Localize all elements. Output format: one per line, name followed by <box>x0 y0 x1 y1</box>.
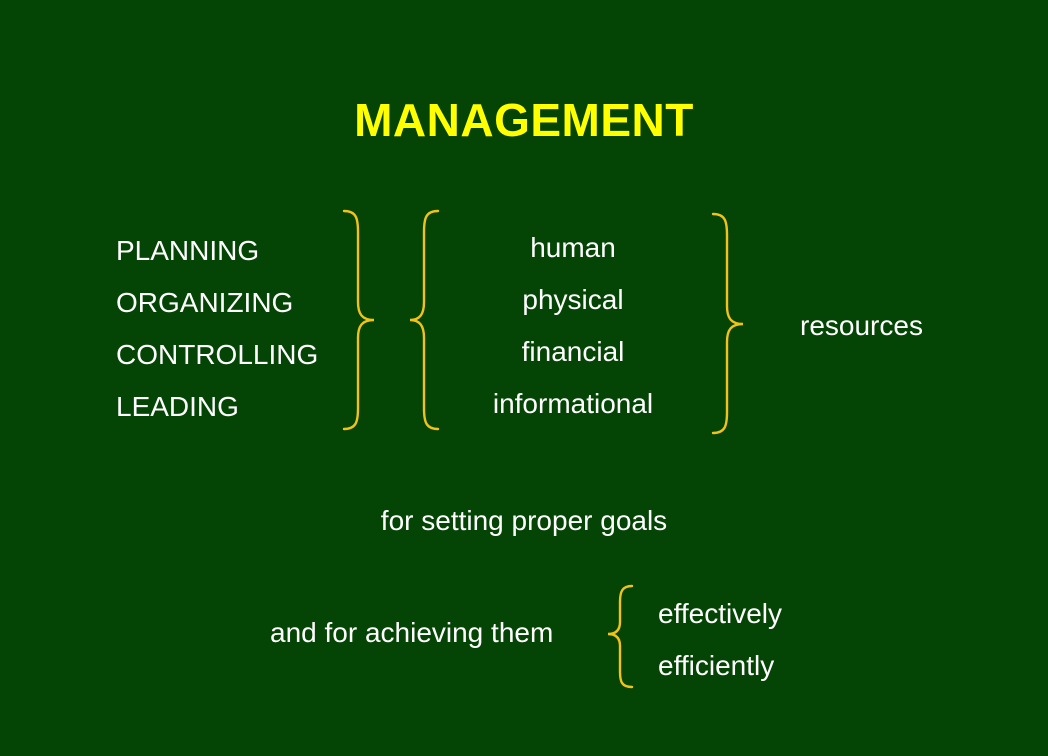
left-brace-resources <box>409 209 440 431</box>
manners-list: effectively efficiently <box>658 588 782 692</box>
resources-label: resources <box>800 310 923 341</box>
function-item-organizing: ORGANIZING <box>116 287 294 318</box>
manner-item-efficiently: efficiently <box>658 650 775 681</box>
resource-item-financial: financial <box>521 336 625 367</box>
right-brace-resources <box>711 212 744 435</box>
resource-item-physical: physical <box>522 284 624 315</box>
left-brace-manners <box>607 584 634 689</box>
goals-text: for setting proper goals <box>380 505 668 536</box>
function-item-leading: LEADING <box>116 391 239 422</box>
resource-types-list: human physical financial informational <box>456 222 690 430</box>
slide-title: MANAGEMENT <box>354 94 694 146</box>
management-functions-list: PLANNING ORGANIZING CONTROLLING LEADING <box>116 225 318 433</box>
manner-item-effectively: effectively <box>658 598 782 629</box>
function-item-planning: PLANNING <box>116 235 260 266</box>
resource-item-informational: informational <box>492 388 654 419</box>
right-brace-functions <box>342 209 375 431</box>
function-item-controlling: CONTROLLING <box>116 339 319 370</box>
achieve-text: and for achieving them <box>270 617 554 648</box>
resource-item-human: human <box>530 232 616 263</box>
